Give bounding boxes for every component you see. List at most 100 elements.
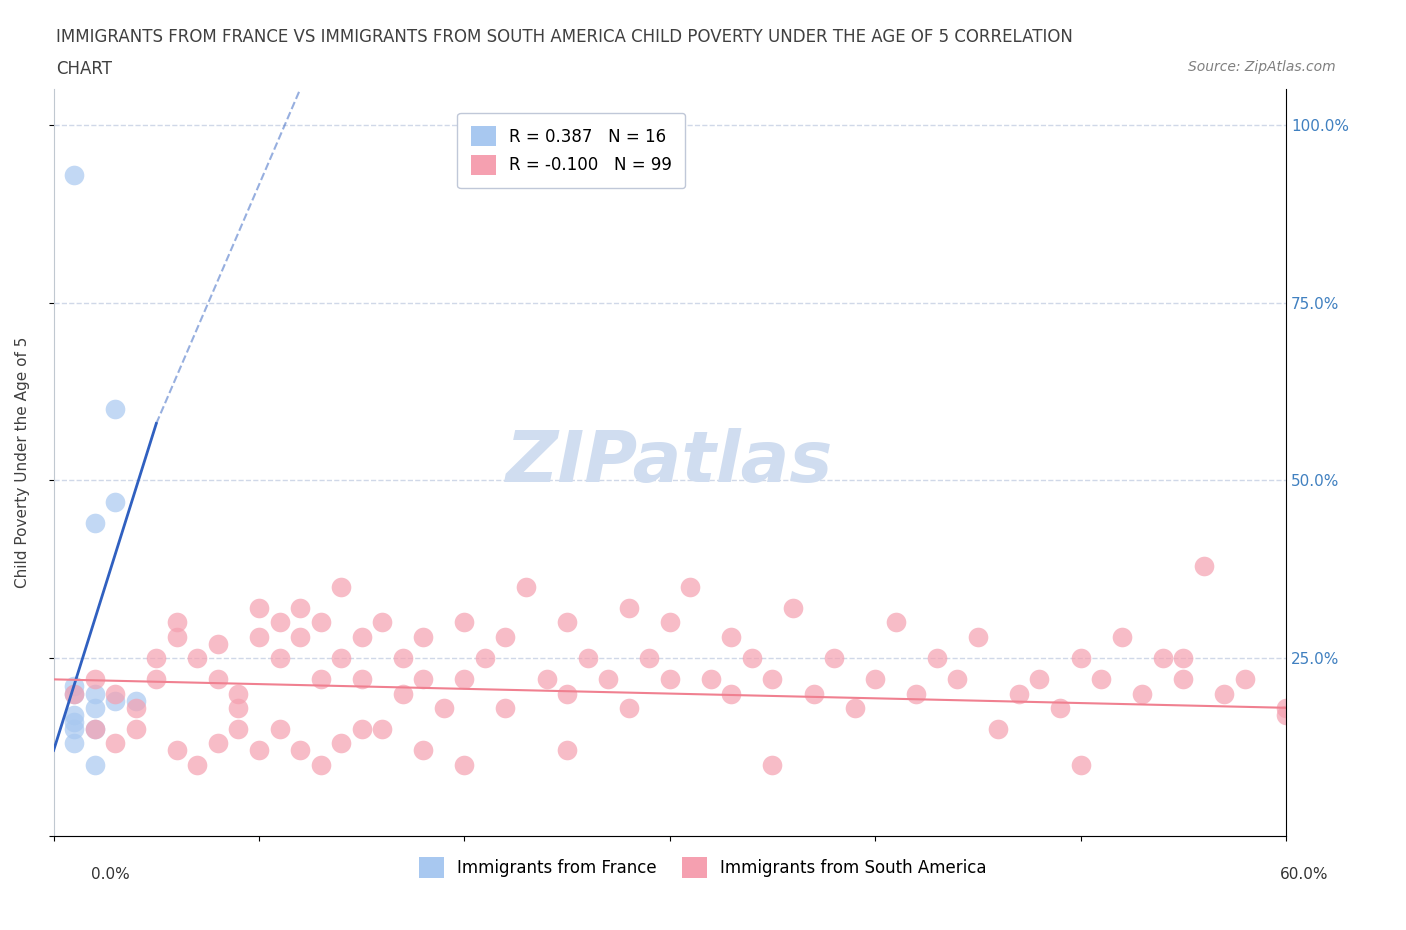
Point (63, 686, 86, 701)
Point (63, 736, 86, 751)
Point (617, 601, 640, 616)
Point (598, 671, 620, 686)
Point (207, 736, 229, 751)
Point (1028, 671, 1050, 686)
Y-axis label: Child Poverty Under the Age of 5: Child Poverty Under the Age of 5 (15, 337, 30, 589)
Point (966, 630, 988, 644)
Point (576, 651, 599, 666)
Point (63, 722, 86, 737)
Legend: R = 0.387   N = 16, R = -0.100   N = 99: R = 0.387 N = 16, R = -0.100 N = 99 (457, 113, 685, 189)
Point (228, 722, 250, 737)
Point (288, 630, 311, 644)
Text: CHART: CHART (56, 60, 112, 78)
Text: IMMIGRANTS FROM FRANCE VS IMMIGRANTS FROM SOUTH AMERICA CHILD POVERTY UNDER THE : IMMIGRANTS FROM FRANCE VS IMMIGRANTS FRO… (56, 28, 1073, 46)
Point (350, 722, 373, 737)
Point (761, 757, 783, 772)
Point (433, 700, 456, 715)
Point (247, 743, 270, 758)
Point (145, 671, 167, 686)
Point (555, 615, 578, 630)
Point (495, 700, 517, 715)
Point (761, 671, 783, 686)
Point (207, 636, 229, 651)
Point (371, 615, 394, 630)
Point (309, 615, 332, 630)
Point (863, 671, 886, 686)
Point (495, 630, 517, 644)
Point (555, 686, 578, 701)
Point (83, 700, 105, 715)
Point (228, 686, 250, 701)
Point (247, 601, 270, 616)
Point (228, 700, 250, 715)
Point (350, 671, 373, 686)
Point (1213, 686, 1236, 701)
Point (145, 651, 167, 666)
Point (884, 615, 907, 630)
Point (720, 686, 742, 701)
Point (453, 671, 475, 686)
Point (1070, 757, 1092, 772)
Point (104, 693, 127, 708)
Point (412, 630, 434, 644)
Point (83, 686, 105, 701)
Point (412, 743, 434, 758)
Point (823, 651, 845, 666)
Point (83, 722, 105, 737)
Point (474, 651, 496, 666)
Point (288, 743, 311, 758)
Point (946, 671, 969, 686)
Point (269, 651, 291, 666)
Point (186, 651, 208, 666)
Text: 60.0%: 60.0% (1281, 867, 1329, 882)
Point (453, 757, 475, 772)
Point (987, 722, 1010, 737)
Point (515, 579, 537, 594)
Point (330, 651, 353, 666)
Point (269, 615, 291, 630)
Point (247, 630, 270, 644)
Point (83, 671, 105, 686)
Point (658, 671, 681, 686)
Point (207, 671, 229, 686)
Point (1111, 630, 1133, 644)
Point (63, 167, 86, 182)
Point (330, 579, 353, 594)
Point (412, 671, 434, 686)
Point (658, 615, 681, 630)
Point (166, 743, 188, 758)
Point (166, 630, 188, 644)
Point (125, 693, 148, 708)
Point (104, 686, 127, 701)
Point (63, 714, 86, 729)
Point (1008, 686, 1031, 701)
Point (844, 700, 866, 715)
Point (803, 686, 825, 701)
Point (350, 630, 373, 644)
Point (679, 579, 702, 594)
Point (391, 686, 413, 701)
Point (905, 686, 928, 701)
Point (555, 743, 578, 758)
Point (1275, 708, 1298, 723)
Point (741, 651, 763, 666)
Point (1192, 558, 1215, 573)
Point (104, 736, 127, 751)
Point (309, 671, 332, 686)
Point (371, 722, 394, 737)
Text: 0.0%: 0.0% (91, 867, 131, 882)
Point (1049, 700, 1071, 715)
Point (1173, 651, 1195, 666)
Point (63, 708, 86, 723)
Point (309, 757, 332, 772)
Point (638, 651, 661, 666)
Point (125, 722, 148, 737)
Point (391, 651, 413, 666)
Point (186, 757, 208, 772)
Point (700, 671, 723, 686)
Point (63, 686, 86, 701)
Point (1233, 671, 1256, 686)
Point (1130, 686, 1153, 701)
Point (166, 615, 188, 630)
Point (104, 494, 127, 509)
